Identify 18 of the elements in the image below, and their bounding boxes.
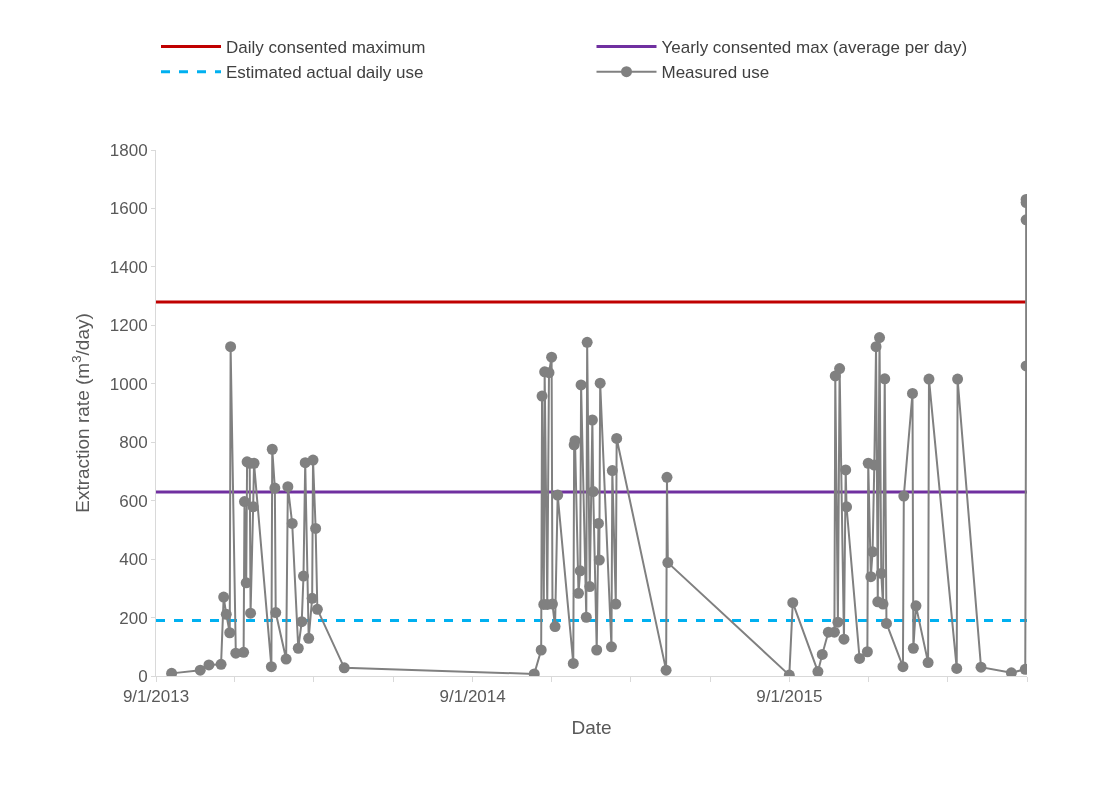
y-tick-label: 1200: [109, 316, 148, 336]
y-tick-label: 0: [138, 666, 148, 686]
y-tick-label: 200: [119, 608, 148, 628]
legend-label: Daily consented maximum: [226, 38, 426, 58]
y-tick-label: 800: [119, 433, 148, 453]
x-tick-label: 9/1/2014: [439, 687, 506, 707]
x-tick-label: 9/1/2015: [756, 687, 823, 707]
legend-label: Estimated actual daily use: [226, 63, 424, 83]
legend-label: Yearly consented max (average per day): [661, 38, 968, 58]
y-tick-label: 400: [119, 550, 148, 570]
legend-label: Measured use: [661, 63, 770, 83]
y-tick-label: 1400: [109, 257, 148, 277]
y-tick-label: 1600: [109, 199, 148, 219]
x-axis-title: Date: [571, 717, 612, 739]
y-tick-label: 1000: [109, 374, 148, 394]
x-tick-label: 9/1/2013: [122, 687, 190, 707]
y-tick-label: 1800: [109, 140, 148, 160]
y-tick-label: 600: [119, 491, 148, 511]
